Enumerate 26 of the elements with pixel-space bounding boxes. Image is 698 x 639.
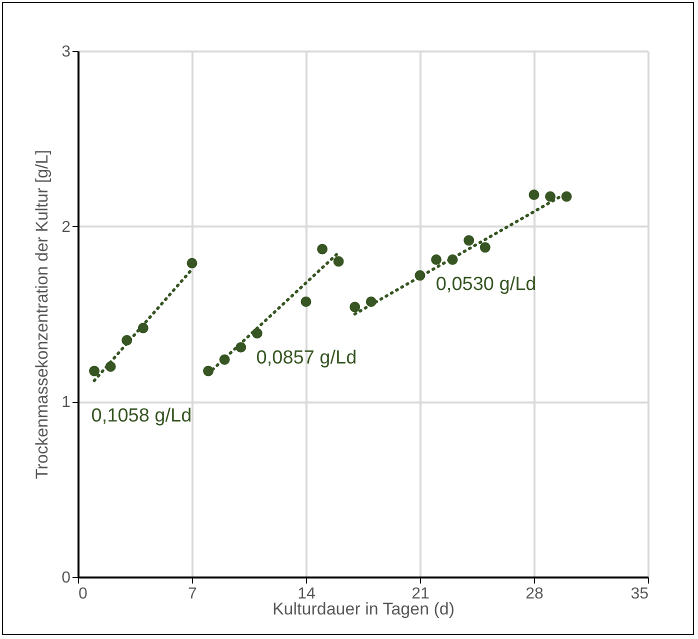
point [528, 190, 540, 200]
y-tick-label: 2 [62, 218, 71, 236]
y-axis-title: Trockenmassekonzentration der Kultur [g/L] [32, 150, 52, 480]
point [545, 191, 556, 202]
y-tick-label: 3 [62, 44, 71, 60]
y-tick-label: 1 [62, 394, 71, 412]
annotation: 0,0857 g/Ld [256, 348, 357, 369]
point [464, 235, 474, 246]
x-tick-label: 0 [78, 586, 88, 602]
point [300, 296, 312, 307]
point [186, 258, 198, 268]
x-tick-label: 14 [298, 586, 316, 602]
x-tick-label: 7 [188, 586, 198, 602]
point [317, 244, 328, 254]
point [333, 256, 344, 267]
point [350, 302, 360, 312]
point [431, 254, 442, 265]
y-tick-label: 0 [62, 570, 71, 586]
x-tick-label: 35 [630, 586, 649, 602]
annotation: 0,1058 g/Ld [91, 406, 192, 427]
annotation: 0,0530 g/Ld [436, 274, 536, 295]
point [480, 242, 490, 253]
point [89, 366, 100, 376]
x-axis-title: Kulturdauer in Tagen (d) [272, 600, 455, 618]
x-tick-label: 28 [526, 586, 544, 602]
x-tick-label: 21 [412, 586, 430, 602]
